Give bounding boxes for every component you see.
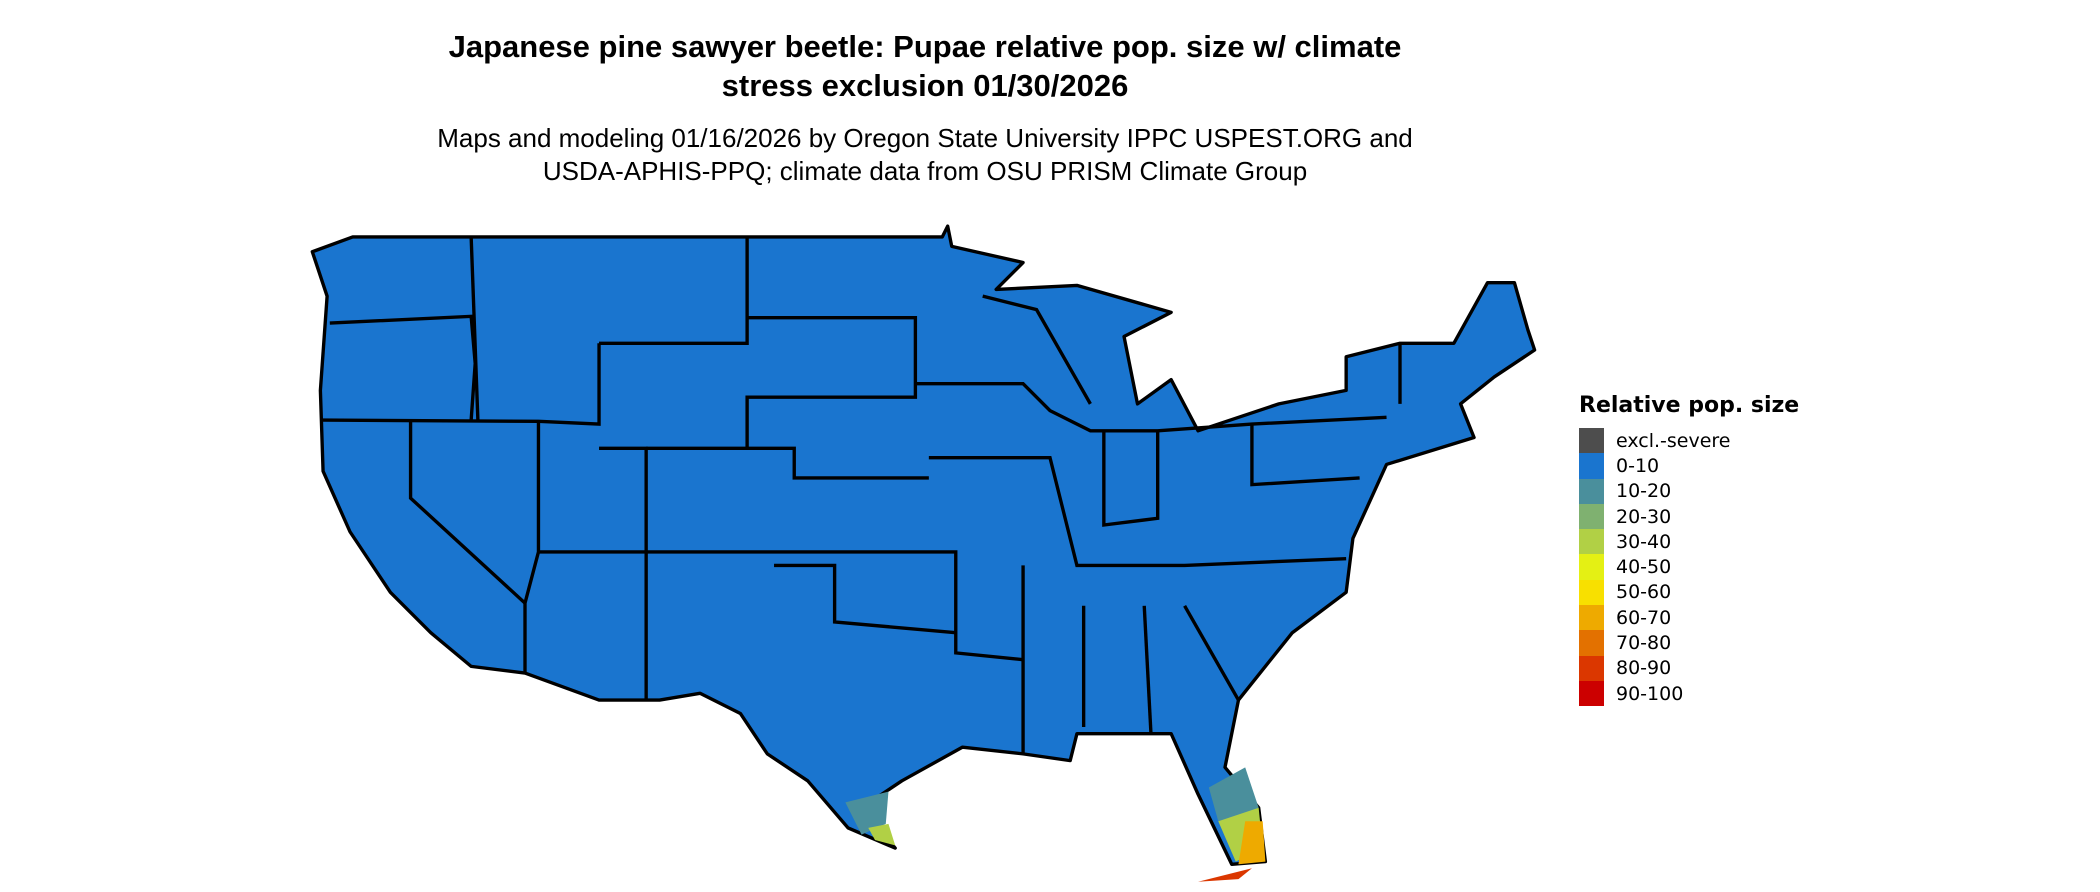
- legend-title: Relative pop. size: [1579, 393, 1800, 418]
- legend-item: 80-90: [1579, 655, 1799, 681]
- legend-swatch: [1579, 453, 1604, 479]
- legend-item: 30-40: [1579, 529, 1799, 555]
- us-outline: [310, 224, 1537, 866]
- legend-swatch: [1579, 529, 1604, 555]
- legend-swatch: [1579, 428, 1604, 454]
- legend-swatch: [1579, 579, 1604, 606]
- map-subtitle: Maps and modeling 01/16/2026 by Oregon S…: [325, 122, 1525, 188]
- legend-label: excl.-severe: [1616, 429, 1731, 452]
- legend-label: 30-40: [1616, 530, 1672, 553]
- legend-item: 70-80: [1579, 630, 1799, 656]
- legend-swatch: [1579, 630, 1604, 656]
- legend-swatch: [1579, 655, 1604, 681]
- legend-label: 50-60: [1616, 581, 1672, 604]
- legend-item: 40-50: [1579, 554, 1799, 580]
- legend-item: 50-60: [1579, 579, 1799, 606]
- legend-item: 90-100: [1579, 680, 1799, 707]
- legend-label: 20-30: [1616, 505, 1672, 528]
- legend-swatch: [1579, 503, 1604, 530]
- legend-item: excl.-severe: [1579, 428, 1799, 454]
- florida-hotspot: [1198, 767, 1266, 882]
- legend-item: 10-20: [1579, 478, 1799, 504]
- subtitle-line-1: Maps and modeling 01/16/2026 by Oregon S…: [437, 123, 1413, 153]
- legend-item: 20-30: [1579, 503, 1799, 530]
- legend-label: 0-10: [1616, 454, 1660, 477]
- title-line-2: stress exclusion 01/30/2026: [721, 68, 1129, 103]
- legend: Relative pop. size excl.-severe 0-10 10-20…: [1579, 393, 1800, 707]
- legend-item: 0-10: [1579, 453, 1799, 479]
- map-title: Japanese pine sawyer beetle: Pupae relat…: [325, 27, 1525, 105]
- legend-label: 90-100: [1616, 682, 1684, 705]
- legend-label: 60-70: [1616, 606, 1672, 629]
- legend-label: 10-20: [1616, 480, 1672, 503]
- subtitle-line-2: USDA-APHIS-PPQ; climate data from OSU PR…: [542, 156, 1308, 186]
- legend-swatch: [1579, 605, 1604, 631]
- legend-label: 70-80: [1616, 632, 1672, 655]
- legend-swatch: [1579, 680, 1604, 707]
- legend-swatch: [1579, 554, 1604, 580]
- legend-label: 40-50: [1616, 556, 1672, 579]
- state-borders: [320, 236, 1402, 754]
- texas-hotspot: [845, 791, 896, 846]
- legend-label: 80-90: [1616, 657, 1672, 680]
- title-line-1: Japanese pine sawyer beetle: Pupae relat…: [448, 29, 1402, 64]
- legend-item: 60-70: [1579, 605, 1799, 631]
- legend-swatch: [1579, 478, 1604, 504]
